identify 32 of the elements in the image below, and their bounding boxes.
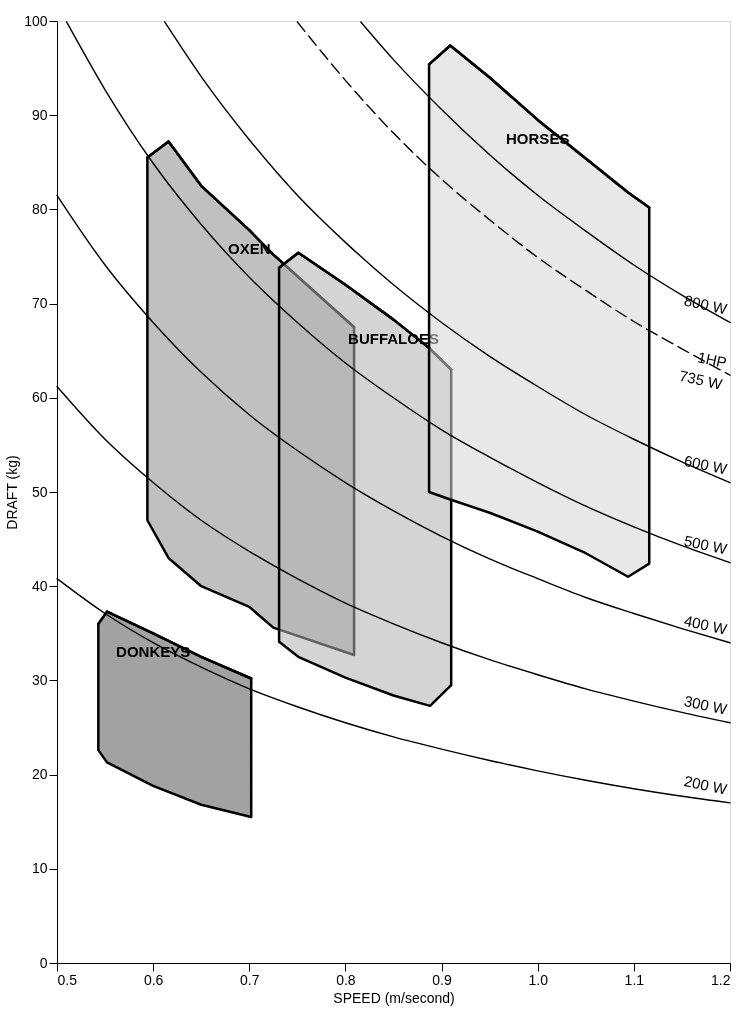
y-axis-title: DRAFT (kg)	[4, 455, 21, 530]
x-tick-label: 0.7	[240, 971, 260, 988]
line-series	[427, 44, 651, 209]
y-tick-label: 90	[31, 106, 48, 123]
line-series	[97, 610, 253, 680]
x-tick-label: 0.5	[57, 971, 78, 988]
text: 200 W	[682, 772, 730, 798]
y-tick-label: 60	[31, 389, 48, 406]
text: 300 W	[682, 691, 730, 718]
y-tick-label: 70	[31, 295, 48, 312]
x-axis-title: SPEED (m/second)	[333, 989, 455, 1006]
line-series	[163, 21, 731, 484]
y-tick-label: 30	[31, 671, 48, 688]
y-tick-label: 50	[31, 483, 48, 500]
x-tick-label: 0.6	[143, 971, 164, 988]
y-tick-label: 80	[31, 200, 48, 217]
y-tick-label: 20	[31, 766, 48, 783]
x-tick-label: 1.0	[528, 971, 549, 988]
line-series	[65, 21, 731, 564]
x-tick-label: 1.2	[711, 971, 731, 988]
y-tick-label: 10	[31, 860, 48, 877]
text: 600 W	[682, 451, 730, 478]
x-tick-label: 1.1	[624, 971, 645, 988]
y-tick-label: 0	[39, 954, 48, 971]
y-tick-label: 100	[24, 12, 48, 29]
text: 400 W	[682, 611, 730, 638]
line-series	[360, 21, 731, 324]
x-tick-label: 0.9	[432, 971, 453, 988]
text: 500 W	[682, 531, 730, 558]
text: 800 W	[682, 291, 730, 318]
y-tick-label: 40	[31, 577, 48, 594]
x-tick-label: 0.8	[336, 971, 356, 988]
